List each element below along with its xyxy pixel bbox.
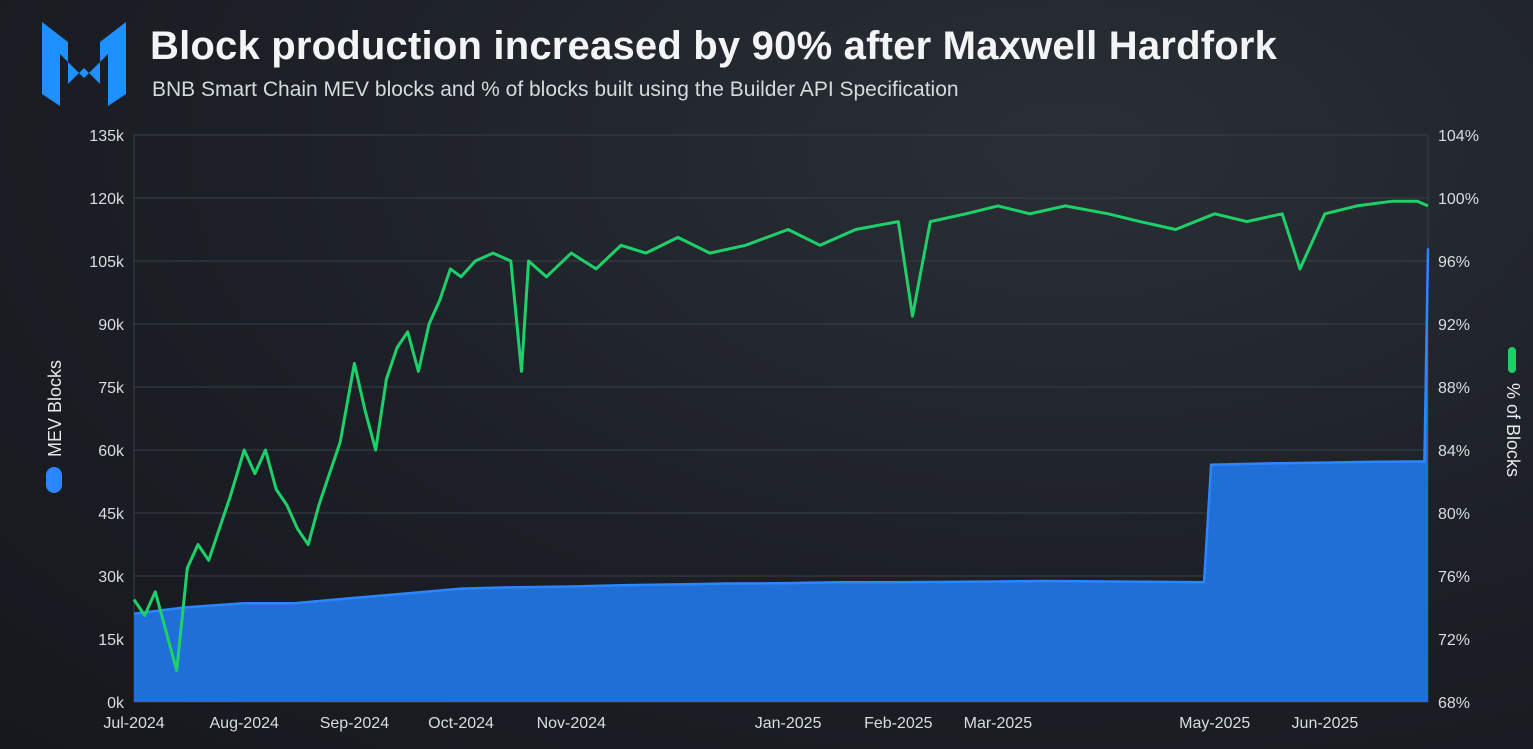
y-right-tick-label: 72%	[1438, 632, 1470, 649]
y-right-tick-label: 96%	[1438, 254, 1470, 271]
mev-blocks-legend-swatch	[46, 467, 62, 493]
x-tick-label: Jan-2025	[755, 715, 822, 732]
x-tick-label: Oct-2024	[428, 715, 494, 732]
y-right-tick-label: 76%	[1438, 569, 1470, 586]
y-left-tick-label: 15k	[98, 632, 125, 649]
page-subtitle: BNB Smart Chain MEV blocks and % of bloc…	[152, 78, 959, 101]
y-right-tick-label: 68%	[1438, 695, 1470, 712]
percent-blocks-legend-swatch	[1508, 347, 1516, 373]
axis-ticks: 0k 68% 15k 72% 30k 76% 45k 80% 60k 84% 75k 88% 90k 92…	[89, 128, 1479, 732]
percent-blocks-line	[132, 199, 1429, 672]
mev-blocks-area-edge	[133, 248, 1430, 616]
y-left-tick-label: 105k	[89, 254, 125, 271]
brand-logo-icon	[42, 22, 126, 106]
x-tick-label: May-2025	[1179, 715, 1250, 732]
y-left-tick-label: 90k	[98, 317, 125, 334]
x-tick-label: Aug-2024	[210, 715, 279, 732]
x-tick-label: Mar-2025	[964, 715, 1033, 732]
y-right-tick-label: 84%	[1438, 443, 1470, 460]
percent-blocks-series	[132, 199, 1429, 672]
mev-blocks-area	[134, 248, 1428, 702]
y-left-tick-label: 135k	[89, 128, 125, 145]
y-right-tick-label: 100%	[1438, 191, 1479, 208]
x-tick-label: Jul-2024	[103, 715, 164, 732]
y-left-tick-label: 30k	[98, 569, 125, 586]
y-left-tick-label: 45k	[98, 506, 125, 523]
y-left-tick-label: 0k	[107, 695, 125, 712]
x-tick-label: Nov-2024	[537, 715, 606, 732]
y-left-tick-label: 60k	[98, 443, 125, 460]
y-right-tick-label: 88%	[1438, 380, 1470, 397]
y-left-tick-label: 75k	[98, 380, 125, 397]
left-axis-legend: MEV Blocks	[45, 360, 65, 493]
y-left-tick-label: 120k	[89, 191, 125, 208]
y-right-tick-label: 104%	[1438, 128, 1479, 145]
y-left-label: MEV Blocks	[45, 360, 65, 457]
x-tick-label: Sep-2024	[320, 715, 389, 732]
y-right-tick-label: 80%	[1438, 506, 1470, 523]
x-tick-label: Feb-2025	[864, 715, 933, 732]
right-axis-legend: % of Blocks	[1503, 347, 1523, 477]
x-tick-label: Jun-2025	[1292, 715, 1359, 732]
y-right-tick-label: 92%	[1438, 317, 1470, 334]
page-title: Block production increased by 90% after …	[150, 24, 1278, 68]
y-right-label: % of Blocks	[1503, 383, 1523, 477]
mev-blocks-series	[133, 248, 1430, 702]
